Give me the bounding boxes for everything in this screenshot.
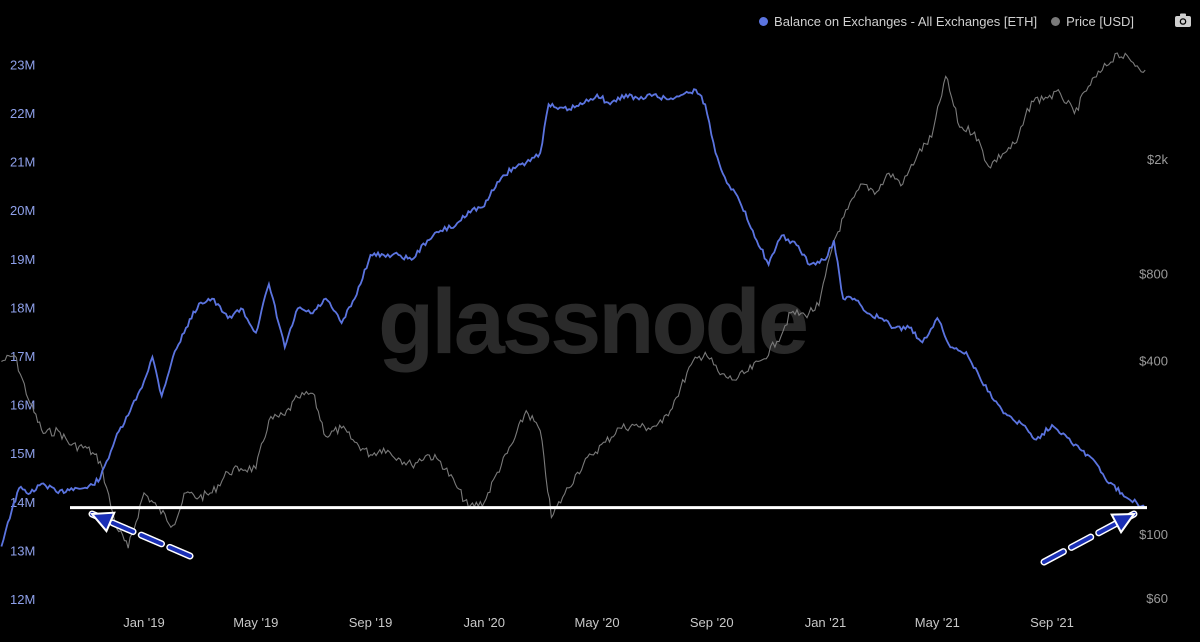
- y-left-tick-label: 18M: [10, 300, 35, 315]
- y-left-tick-label: 13M: [10, 543, 35, 558]
- balance-series-line: [0, 88, 1146, 547]
- legend-label-price: Price [USD]: [1066, 14, 1134, 29]
- y-left-tick-label: 23M: [10, 57, 35, 72]
- legend-label-balance: Balance on Exchanges - All Exchanges [ET…: [774, 14, 1038, 29]
- y-right-tick-label: $60: [1146, 591, 1168, 606]
- y-right-tick-label: $100: [1139, 527, 1168, 542]
- x-tick-label: May '21: [915, 615, 960, 630]
- y-left-tick-label: 20M: [10, 203, 35, 218]
- x-tick-label: Sep '20: [690, 615, 734, 630]
- x-tick-label: Jan '20: [464, 615, 506, 630]
- y-right-tick-label: $400: [1139, 353, 1168, 368]
- legend-item-price[interactable]: Price [USD]: [1051, 14, 1134, 29]
- left-arrow-annotation: [88, 510, 194, 560]
- x-tick-label: Jan '21: [805, 615, 847, 630]
- y-right-tick-label: $2k: [1147, 152, 1168, 167]
- balance-legend-dot: [759, 17, 769, 26]
- camera-icon[interactable]: [1174, 12, 1192, 28]
- price-legend-dot: [1051, 17, 1061, 26]
- y-left-tick-label: 16M: [10, 398, 35, 413]
- y-left-tick-label: 15M: [10, 446, 35, 461]
- x-tick-label: Sep '21: [1030, 615, 1074, 630]
- x-tick-label: Jan '19: [123, 615, 165, 630]
- x-tick-label: Sep '19: [349, 615, 393, 630]
- y-left-tick-label: 21M: [10, 155, 35, 170]
- y-left-tick-label: 19M: [10, 252, 35, 267]
- x-tick-label: May '20: [575, 615, 620, 630]
- y-left-tick-label: 22M: [10, 106, 35, 121]
- legend: Balance on Exchanges - All Exchanges [ET…: [759, 14, 1134, 29]
- right-arrow-annotation: [1040, 510, 1138, 566]
- legend-item-balance[interactable]: Balance on Exchanges - All Exchanges [ET…: [759, 14, 1037, 29]
- price-series-line: [1, 52, 1146, 549]
- y-left-tick-label: 12M: [10, 592, 35, 607]
- y-right-tick-label: $800: [1139, 267, 1168, 282]
- y-left-tick-label: 17M: [10, 349, 35, 364]
- x-tick-label: May '19: [233, 615, 278, 630]
